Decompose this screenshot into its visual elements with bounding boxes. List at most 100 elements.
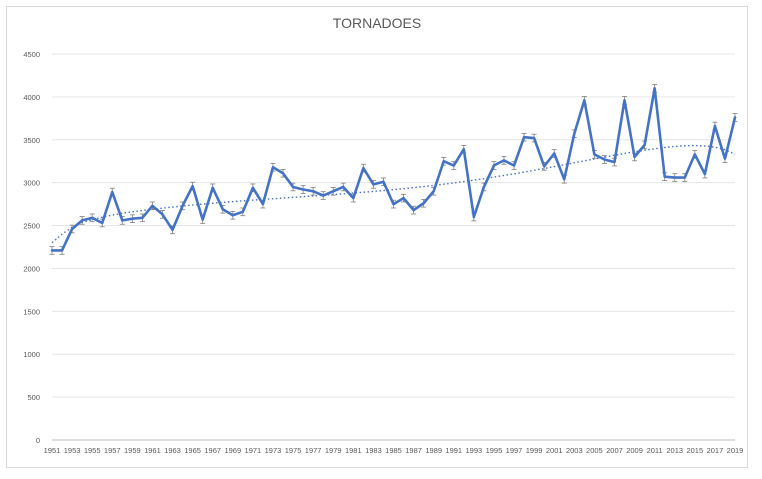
data-point: [252, 187, 254, 189]
data-point: [402, 197, 405, 199]
y-tick-label: 1000: [23, 350, 40, 359]
data-point: [463, 148, 465, 151]
trendline: [51, 144, 736, 244]
trendline-layer: [51, 144, 736, 244]
data-point: [583, 99, 586, 102]
data-point: [91, 217, 93, 219]
chart-frame: TORNADOES 0 500 1000 1500 2000 2500 3000 3500 40…: [6, 6, 748, 468]
data-point: [483, 186, 485, 188]
x-tick-label: 2017: [707, 446, 724, 455]
x-tick-label: 1955: [84, 446, 101, 455]
x-tick-label: 1995: [486, 446, 503, 455]
data-point: [623, 99, 626, 102]
x-tick-label: 1957: [104, 446, 121, 455]
data-point: [503, 159, 505, 162]
data-point: [442, 160, 445, 163]
series-line: [50, 87, 737, 252]
y-tick-label: 2500: [23, 222, 40, 231]
data-point: [352, 197, 355, 199]
data-point: [563, 178, 566, 181]
data-point: [221, 208, 224, 211]
x-tick-label: 1983: [365, 446, 382, 455]
x-tick-label: 1953: [64, 446, 81, 455]
y-tick-label: 4000: [23, 93, 40, 102]
x-tick-label: 2009: [626, 446, 643, 455]
data-point: [663, 175, 666, 178]
x-tick-label: 2003: [566, 446, 583, 455]
data-point: [643, 144, 646, 146]
data-point: [61, 249, 63, 252]
data-point: [653, 87, 656, 90]
data-point: [111, 191, 114, 193]
x-tick-label: 1977: [305, 446, 322, 455]
data-point: [543, 165, 545, 168]
data-point: [201, 218, 204, 221]
x-tick-label: 1959: [124, 446, 141, 455]
data-point: [121, 219, 124, 222]
x-tick-label: 1997: [506, 446, 523, 455]
data-point: [101, 222, 104, 224]
data-point: [694, 153, 696, 156]
data-point: [302, 188, 304, 191]
x-tick-label: 1981: [345, 446, 362, 455]
y-axis-labels: 0 500 1000 1500 2000 2500 3000 3500 4000 4500: [23, 50, 40, 445]
tornado-line-chart: 0 500 1000 1500 2000 2500 3000 3500 4000 4500 195…: [23, 50, 744, 455]
data-point: [533, 137, 535, 139]
data-point: [231, 214, 234, 217]
data-point: [181, 205, 184, 207]
data-point: [714, 125, 716, 127]
x-tick-label: 1993: [466, 446, 483, 455]
data-point: [392, 203, 395, 205]
grid-layer: [52, 53, 735, 441]
x-tick-label: 1975: [285, 446, 302, 455]
y-tick-label: 2000: [23, 264, 40, 273]
data-point: [362, 167, 365, 169]
data-point: [191, 185, 194, 187]
data-point: [412, 209, 415, 211]
data-point: [683, 176, 686, 179]
data-point: [633, 156, 636, 158]
data-point: [372, 183, 375, 186]
data-point: [452, 164, 455, 167]
y-tick-label: 1500: [23, 307, 40, 316]
x-tick-label: 1961: [144, 446, 161, 455]
data-point: [553, 152, 556, 155]
data-point: [312, 190, 314, 193]
data-point: [292, 186, 294, 188]
data-point: [493, 164, 495, 167]
y-tick-label: 500: [27, 393, 40, 402]
data-point: [332, 190, 335, 193]
data-point: [573, 132, 576, 135]
y-tick-label: 3000: [23, 179, 40, 188]
data-point: [673, 176, 676, 179]
data-point: [523, 136, 525, 139]
x-tick-label: 1979: [325, 446, 342, 455]
data-point: [131, 217, 134, 220]
x-tick-label: 2001: [546, 446, 563, 455]
data-point: [724, 157, 726, 160]
data-point: [71, 228, 73, 230]
x-tick-label: 2007: [606, 446, 623, 455]
x-tick-label: 1963: [164, 446, 181, 455]
data-point: [81, 219, 83, 222]
data-point: [382, 181, 385, 183]
x-tick-label: 1989: [425, 446, 442, 455]
data-point: [51, 249, 53, 252]
data-point: [613, 161, 616, 163]
data-point: [734, 116, 736, 119]
x-tick-label: 1987: [405, 446, 422, 455]
x-tick-label: 1985: [385, 446, 402, 455]
data-point: [211, 187, 214, 189]
data-point: [272, 166, 274, 169]
y-tick-label: 3500: [23, 136, 40, 145]
y-tick-label: 4500: [23, 50, 40, 59]
x-tick-label: 2019: [727, 446, 744, 455]
data-point: [473, 216, 475, 218]
data-point: [704, 173, 706, 175]
series-layer: [50, 87, 737, 252]
x-tick-label: 1991: [445, 446, 462, 455]
data-point: [322, 194, 324, 197]
x-tick-label: 1951: [44, 446, 61, 455]
x-tick-label: 2005: [586, 446, 603, 455]
data-point: [262, 203, 264, 205]
